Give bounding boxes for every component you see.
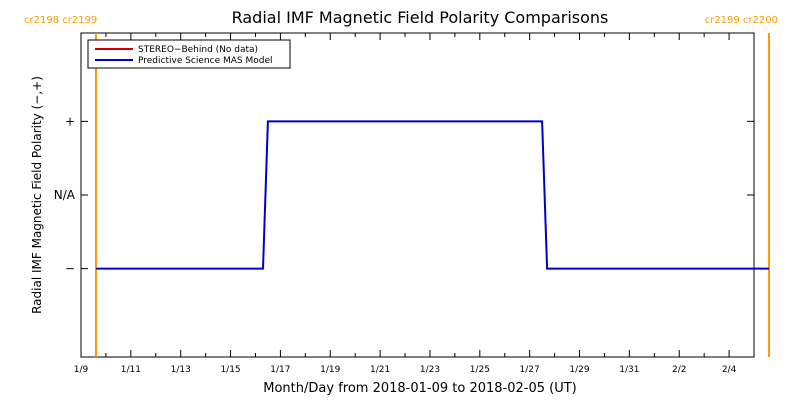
y-tick-label: − [65,262,75,276]
x-axis-label: Month/Day from 2018-01-09 to 2018-02-05 … [263,381,576,396]
rotation-label-right: cr2199 cr2200 [705,15,778,26]
x-tick-label: 1/13 [171,365,191,375]
x-tick-label: 1/27 [520,365,540,375]
rotation-label-left: cr2198 cr2199 [24,15,97,26]
x-tick-label: 1/11 [121,365,141,375]
legend: STEREO−Behind (No data) Predictive Scien… [87,39,291,69]
x-tick-label: 1/23 [420,365,440,375]
series-line-1 [96,120,769,270]
legend-box [87,39,291,69]
x-tick-label: 1/9 [74,365,89,375]
data-marks [94,33,770,357]
x-tick-label: 2/4 [722,365,737,375]
tick-marks: 1/9 1/11 1/13 1/15 1/17 1/19 1/21 1/23 1/25 1/27 1… [54,33,755,375]
x-tick-label: 1/15 [220,365,240,375]
legend-label-stereo: STEREO−Behind (No data) [138,45,258,55]
x-tick-label: 1/19 [320,365,340,375]
x-tick-label: 2/2 [672,365,686,375]
y-tick-label: N/A [54,188,76,202]
x-tick-label: 1/29 [569,365,589,375]
plot-area [80,32,755,358]
x-tick-label: 1/31 [619,365,639,375]
y-axis-label: Radial IMF Magnetic Field Polarity (−,+) [30,76,44,314]
legend-label-mas: Predictive Science MAS Model [138,56,273,66]
chart-title: Radial IMF Magnetic Field Polarity Compa… [232,8,609,27]
x-tick-label: 1/21 [370,365,390,375]
x-tick-label: 1/25 [470,365,490,375]
x-tick-label: 1/17 [270,365,290,375]
y-tick-label: + [65,114,75,128]
